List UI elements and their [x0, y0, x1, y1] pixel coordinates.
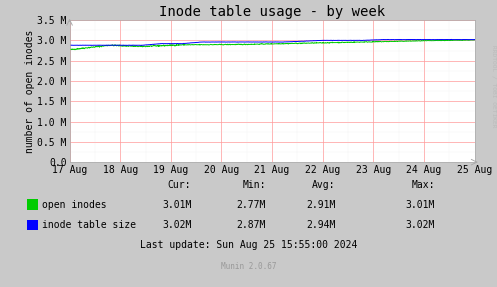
Text: Cur:: Cur: [168, 180, 191, 190]
Text: Max:: Max: [412, 180, 435, 190]
Text: inode table size: inode table size [42, 220, 136, 230]
Text: 2.87M: 2.87M [237, 220, 266, 230]
Text: Last update: Sun Aug 25 15:55:00 2024: Last update: Sun Aug 25 15:55:00 2024 [140, 241, 357, 250]
Text: open inodes: open inodes [42, 200, 107, 210]
Text: Min:: Min: [243, 180, 266, 190]
Text: 3.02M: 3.02M [406, 220, 435, 230]
Text: 2.91M: 2.91M [306, 200, 335, 210]
Y-axis label: number of open inodes: number of open inodes [25, 30, 35, 153]
Text: Munin 2.0.67: Munin 2.0.67 [221, 262, 276, 272]
Text: RRDTOOL / TOBI OETIKER: RRDTOOL / TOBI OETIKER [491, 45, 496, 127]
Text: 2.94M: 2.94M [306, 220, 335, 230]
Text: 3.01M: 3.01M [406, 200, 435, 210]
Text: Avg:: Avg: [312, 180, 335, 190]
Text: 2.77M: 2.77M [237, 200, 266, 210]
Text: 3.02M: 3.02M [162, 220, 191, 230]
Title: Inode table usage - by week: Inode table usage - by week [159, 5, 385, 19]
Text: 3.01M: 3.01M [162, 200, 191, 210]
